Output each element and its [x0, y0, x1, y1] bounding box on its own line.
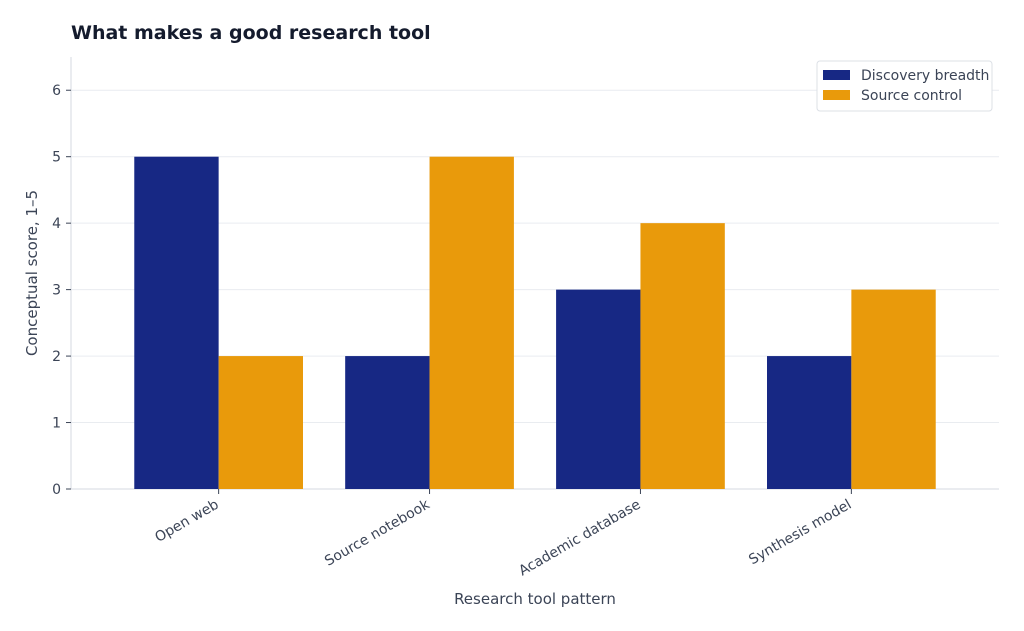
- legend-swatch: [823, 70, 850, 80]
- x-tick-label: Open web: [152, 497, 221, 546]
- x-tick-label: Synthesis model: [746, 497, 854, 569]
- legend-box: [816, 60, 993, 112]
- x-axis-label: Research tool pattern: [454, 590, 616, 608]
- bar-source-control-3: [851, 289, 936, 489]
- y-tick-label: 5: [52, 150, 61, 166]
- y-tick-label: 0: [52, 482, 61, 498]
- y-tick-label: 6: [52, 83, 61, 99]
- y-tick-label: 2: [52, 349, 61, 365]
- legend-swatch: [823, 90, 850, 100]
- x-tick-label: Academic database: [516, 497, 643, 580]
- y-tick-label: 4: [52, 216, 61, 232]
- bar-source-control-2: [640, 223, 725, 489]
- bar-discovery-breadth-0: [134, 156, 219, 489]
- bar-discovery-breadth-2: [556, 289, 641, 489]
- legend-label: Discovery breadth: [861, 68, 989, 84]
- chart-title: What makes a good research tool: [71, 22, 431, 44]
- legend-label: Source control: [861, 88, 962, 104]
- x-tick-label: Source notebook: [322, 496, 433, 569]
- bar-discovery-breadth-1: [345, 356, 430, 489]
- bar-source-control-0: [218, 356, 303, 489]
- y-tick-label: 1: [52, 416, 61, 432]
- bars: [134, 156, 936, 489]
- bar-discovery-breadth-3: [767, 356, 852, 489]
- y-axis-label: Conceptual score, 1–5: [23, 190, 41, 356]
- bar-source-control-1: [429, 156, 514, 489]
- legend: Discovery breadth Source control: [816, 60, 993, 112]
- y-tick-label: 3: [52, 283, 61, 299]
